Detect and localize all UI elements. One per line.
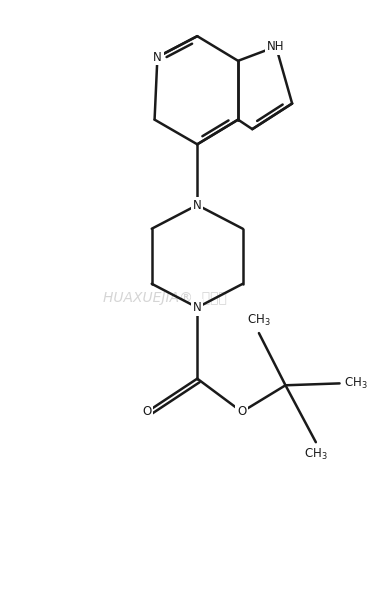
Text: CH$_3$: CH$_3$ <box>247 313 271 328</box>
Text: O: O <box>237 405 247 418</box>
Text: N: N <box>193 301 202 314</box>
Text: HUAXUEJIA®  化学加: HUAXUEJIA® 化学加 <box>103 291 227 305</box>
Text: CH$_3$: CH$_3$ <box>304 447 328 462</box>
Text: CH$_3$: CH$_3$ <box>344 376 368 391</box>
Text: NH: NH <box>267 40 285 53</box>
Text: N: N <box>153 51 162 64</box>
Text: N: N <box>193 198 202 212</box>
Text: O: O <box>142 405 152 418</box>
